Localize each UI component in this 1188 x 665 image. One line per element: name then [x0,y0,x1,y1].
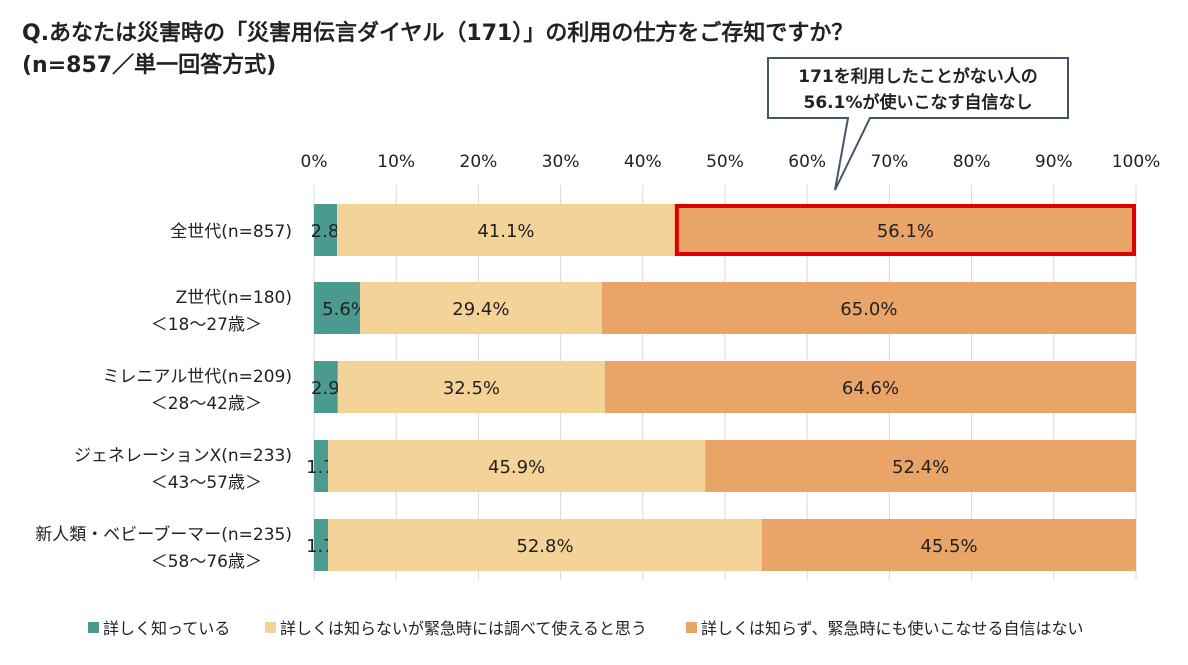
category-label: ＜18～27歳＞ [151,315,262,335]
callout-line-2: 56.1%が使いこなす自信なし [804,92,1033,113]
data-label: 45.9% [488,457,545,478]
data-label: 65.0% [840,299,897,320]
category-label: 全世代(n=857) [170,222,292,242]
tick-label: 0% [301,152,328,172]
tick-label: 80% [953,152,991,172]
bar-segment [314,282,361,334]
data-label: 52.4% [892,457,949,478]
legend-label: 詳しくは知らず、緊急時にも使いこなせる自信はない [701,619,1084,638]
data-label: 29.4% [452,299,509,320]
data-label: 45.5% [920,536,977,557]
tick-label: 10% [377,152,415,172]
category-label: ジェネレーションX(n=233) [74,446,292,466]
callout-box [767,57,1069,191]
tick-label: 50% [706,152,744,172]
category-label: ＜28～42歳＞ [151,394,262,414]
bar-segment [705,440,1136,492]
bar-segment [674,204,1136,256]
bar-segment [604,361,1136,413]
category-label: ＜43～57歳＞ [151,473,262,493]
data-label: 64.6% [842,378,899,399]
data-label: 5.6% [322,299,368,320]
tick-label: 40% [624,152,662,172]
data-label: 32.5% [443,378,500,399]
callout-line-1: 171を利用したことがない人の [798,66,1038,87]
legend-label: 詳しくは知らないが緊急時には調べて使えると思う [280,619,647,638]
bar-segment [327,519,762,571]
tick-label: 20% [460,152,498,172]
data-label: 56.1% [877,221,934,242]
chart-subtitle: (n=857／単一回答方式) [22,52,276,78]
category-label: 新人類・ベビーブーマー(n=235) [35,524,292,545]
legend-label: 詳しく知っている [103,619,230,638]
bar-segment [314,440,328,492]
annotation-callout: 171を利用したことがない人の 56.1%が使いこなす自信なし [767,57,1069,191]
bar-segment [360,282,602,334]
tick-label: 60% [788,152,826,172]
highlight-box [674,204,1136,256]
bar-segment [327,440,706,492]
tick-label: 70% [871,152,909,172]
tick-label: 90% [1035,152,1073,172]
chart-title: Q.あなたは災害時の「災害用伝言ダイヤル（171）」の利用の仕方をご存知ですか？ [22,20,853,46]
data-label: 52.8% [516,536,573,557]
legend-swatch [265,622,276,633]
bar-segment [337,361,605,413]
tick-label: 100% [1112,152,1161,172]
legend-swatch [686,622,697,633]
bar-segment [601,282,1136,334]
bar-segment [314,519,328,571]
category-label: ＜58～76歳＞ [151,552,262,572]
data-label: 41.1% [477,221,534,242]
bar-segment [314,361,338,413]
bar-segment [314,204,338,256]
bar-segment [337,204,675,256]
legend-swatch [88,622,99,633]
bar-segment [761,519,1136,571]
category-label: ミレニアル世代(n=209) [102,367,292,387]
tick-label: 30% [542,152,580,172]
category-label: Z世代(n=180) [176,288,292,308]
